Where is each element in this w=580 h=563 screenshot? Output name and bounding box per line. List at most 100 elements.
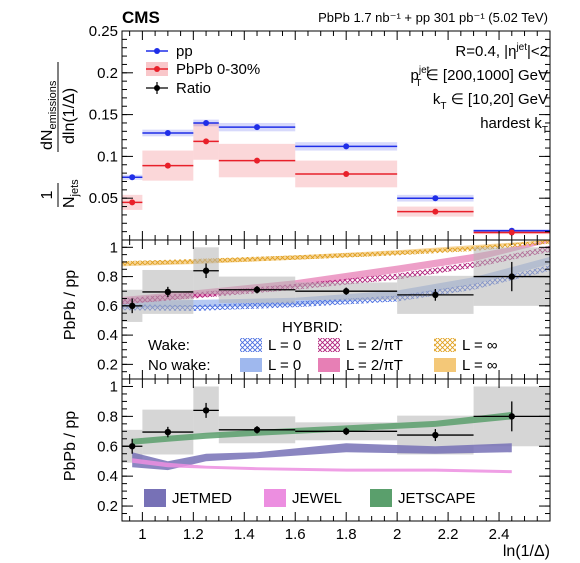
legend-jetscape-swatch xyxy=(370,489,392,507)
bottom-panel: 0.2 0.4 0.6 0.8 1 1 1.2 1.4 1.6 1.8 2 2.2 2.4 PbPb /… xyxy=(62,378,551,560)
legend-nowake-l2-label: L = 2/πT xyxy=(346,357,403,374)
legend-jewel-label: JEWEL xyxy=(292,490,342,507)
top-panel-points xyxy=(122,119,550,236)
top-panel-ylabel: 1 Njets dNemissions dln(1/Δ) xyxy=(39,62,81,208)
legend-ratio-label: Ratio xyxy=(176,80,211,97)
ratio-point xyxy=(342,428,350,435)
top-panel-legend: pp PbPb 0-30% Ratio xyxy=(146,43,260,97)
y-tick-label: 0.8 xyxy=(97,408,118,425)
ratio-point xyxy=(164,288,172,296)
x-tick-label: 1 xyxy=(138,526,146,543)
legend-wake-l2-swatch xyxy=(318,338,340,352)
ylabel-den: dln(1/Δ) xyxy=(61,88,78,144)
y-tick-label: 1 xyxy=(110,378,118,395)
legend-ratio: Ratio xyxy=(146,80,211,97)
jetscape-band xyxy=(132,411,512,445)
y-tick-label: 0.15 xyxy=(89,107,118,124)
y-tick-label: 0.2 xyxy=(97,65,118,82)
y-tick-label: 0.6 xyxy=(97,298,118,315)
y-tick-label: 0.8 xyxy=(97,269,118,286)
legend-wake-l2-label: L = 2/πT xyxy=(346,337,403,354)
bottom-panel-axes: 0.2 0.4 0.6 0.8 1 1 1.2 1.4 1.6 1.8 2 2.2 2.4 xyxy=(97,378,551,543)
pbpb-point xyxy=(203,138,210,145)
x-tick-label: 1.8 xyxy=(336,526,357,543)
y-tick-label: 0.25 xyxy=(89,23,118,40)
x-tick-label: 1.6 xyxy=(285,526,306,543)
y-tick-label: 0.1 xyxy=(97,148,118,165)
x-tick-label: 2 xyxy=(393,526,401,543)
pbpb-point xyxy=(432,208,439,215)
pp-point xyxy=(254,124,261,131)
annotation-radius: R=0.4, |ηjet|<2 xyxy=(455,42,548,60)
pbpb-point xyxy=(343,170,350,177)
ylabel-norm-den: Njets xyxy=(61,179,81,208)
ratio-point xyxy=(508,413,515,420)
pp-point xyxy=(164,129,171,136)
model-legend: JETMED JEWEL JETSCAPE xyxy=(144,489,476,507)
ratio-point xyxy=(253,286,261,293)
legend-pp-label: pp xyxy=(176,43,193,60)
ylabel-num: dNemissions xyxy=(39,80,59,150)
x-tick-label: 1.4 xyxy=(234,526,255,543)
y-tick-label: 1 xyxy=(110,239,118,256)
experiment-label: CMS xyxy=(122,8,160,27)
legend-nowake-l2-swatch xyxy=(318,358,340,372)
pp-point xyxy=(203,119,210,126)
ratio-point xyxy=(253,426,261,434)
annotation-hardest: hardest kT xyxy=(480,115,548,136)
top-panel-annotations: R=0.4, |ηjet|<2 pjet T ∈ [200,1000] GeV k… xyxy=(411,42,549,136)
x-axis-label: ln(1/Δ) xyxy=(503,543,550,560)
ratio-point xyxy=(164,428,172,436)
legend-pbpb-label: PbPb 0-30% xyxy=(176,61,260,78)
middle-panel-ylabel: PbPb / pp xyxy=(62,270,79,340)
pbpb-point xyxy=(129,199,136,206)
pp-point xyxy=(343,143,350,150)
y-tick-label: 0.2 xyxy=(97,356,118,373)
legend-pp: pp xyxy=(146,43,193,60)
legend-wake-l0-label: L = 0 xyxy=(268,337,301,354)
y-tick-label: 0.6 xyxy=(97,438,118,455)
ratio-point xyxy=(432,431,439,439)
bottom-panel-frame xyxy=(121,378,551,522)
y-tick-label: 0.05 xyxy=(89,190,118,207)
jewel-band xyxy=(132,458,512,474)
x-tick-label: 2.4 xyxy=(489,526,510,543)
middle-panel-y-axis: 0.2 0.4 0.6 0.8 1 xyxy=(97,239,551,380)
legend-nowake-linf-swatch xyxy=(434,358,456,372)
legend-nowake-linf-label: L = ∞ xyxy=(462,357,498,374)
legend-jewel-swatch xyxy=(264,489,286,507)
legend-wake-linf-label: L = ∞ xyxy=(462,337,498,354)
legend-jetmed-swatch xyxy=(144,489,166,507)
pbpb-point xyxy=(508,229,515,236)
pbpb-point xyxy=(164,162,171,169)
x-tick-label: 1.2 xyxy=(183,526,204,543)
bottom-panel-ylabel: PbPb / pp xyxy=(62,411,79,481)
middle-panel-syst-boxes xyxy=(122,247,550,322)
ratio-point xyxy=(432,291,439,299)
pp-point xyxy=(432,195,439,202)
legend-nowake-l0-swatch xyxy=(240,358,262,372)
legend-jetscape-label: JETSCAPE xyxy=(398,490,476,507)
top-panel: 0.05 0.1 0.15 0.2 0.25 1 Njets dNemissions d… xyxy=(39,23,551,241)
legend-wake-l0-swatch xyxy=(240,338,262,352)
legend-jetmed-label: JETMED xyxy=(172,490,232,507)
ratio-point xyxy=(202,267,210,274)
hybrid-wake-linf-band xyxy=(122,240,550,266)
legend-nowake-l0-label: L = 0 xyxy=(268,357,301,374)
dataset-label: PbPb 1.7 nb⁻¹ + pp 301 pb⁻¹ (5.02 TeV) xyxy=(318,10,548,25)
annotation-pt: pjet T ∈ [200,1000] GeV xyxy=(411,65,549,89)
bottom-panel-model-bands xyxy=(132,411,512,474)
hybrid-legend-nowake: No wake: xyxy=(148,357,211,374)
ratio-point xyxy=(508,273,515,280)
annotation-kt: kT ∈ [10,20] GeV xyxy=(433,91,548,112)
ratio-point xyxy=(342,288,350,295)
middle-panel: 0.2 0.4 0.6 0.8 1 PbPb / pp HYBRID: Wake: No… xyxy=(62,239,551,380)
x-tick-label: 2.2 xyxy=(438,526,459,543)
ylabel-norm-one: 1 xyxy=(39,190,56,199)
y-tick-label: 0.4 xyxy=(97,327,118,344)
legend-wake-linf-swatch xyxy=(434,338,456,352)
pbpb-point xyxy=(254,157,261,164)
hybrid-legend-wake: Wake: xyxy=(148,337,190,354)
ratio-point xyxy=(202,407,210,414)
